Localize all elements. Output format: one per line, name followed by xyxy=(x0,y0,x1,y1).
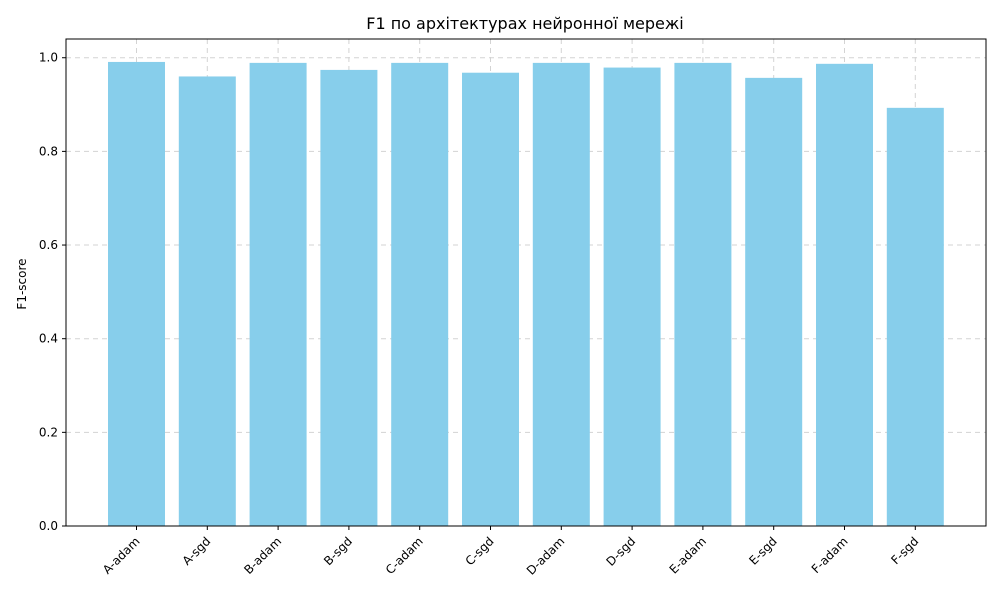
y-axis-label: F1-score xyxy=(15,258,29,309)
bar-e-adam xyxy=(674,62,732,527)
bar-d-sgd xyxy=(603,67,661,526)
y-tick-label: 0.8 xyxy=(39,144,58,158)
x-tick-label: E-adam xyxy=(667,534,709,576)
bar-c-sgd xyxy=(462,72,519,526)
x-tick-label: F-sgd xyxy=(888,534,921,567)
bar-b-adam xyxy=(249,62,307,527)
x-tick-label: F-adam xyxy=(809,534,851,576)
y-tick-label: 0.2 xyxy=(39,425,58,439)
x-tick-label: D-sgd xyxy=(604,534,639,569)
y-tick-label: 0.4 xyxy=(39,332,58,346)
x-tick-label: D-adam xyxy=(524,534,568,578)
x-tick-label: B-adam xyxy=(241,534,284,577)
bar-layer xyxy=(108,61,944,527)
y-tick-label: 1.0 xyxy=(39,51,58,65)
x-tick-label: C-sgd xyxy=(463,534,497,568)
x-tick-label: C-adam xyxy=(383,534,426,577)
x-tick-label: A-sgd xyxy=(180,534,214,568)
bar-c-adam xyxy=(391,62,449,527)
bar-a-adam xyxy=(108,61,165,526)
plot-frame xyxy=(65,38,987,527)
bar-a-sgd xyxy=(178,76,236,526)
bar-d-adam xyxy=(532,62,590,527)
x-tick-label: A-adam xyxy=(100,534,143,577)
bar-e-sgd xyxy=(745,77,803,527)
bar-b-sgd xyxy=(320,69,378,527)
y-tick-label: 0.0 xyxy=(39,519,58,533)
bar-f-sgd xyxy=(886,107,944,527)
bar-f-adam xyxy=(816,63,873,526)
y-tick-label: 0.6 xyxy=(39,238,58,252)
x-tick-label: E-sgd xyxy=(746,534,780,568)
chart-title: F1 по архітектурах нейронної мережі xyxy=(366,14,683,33)
x-tick-label: B-sgd xyxy=(321,534,355,568)
